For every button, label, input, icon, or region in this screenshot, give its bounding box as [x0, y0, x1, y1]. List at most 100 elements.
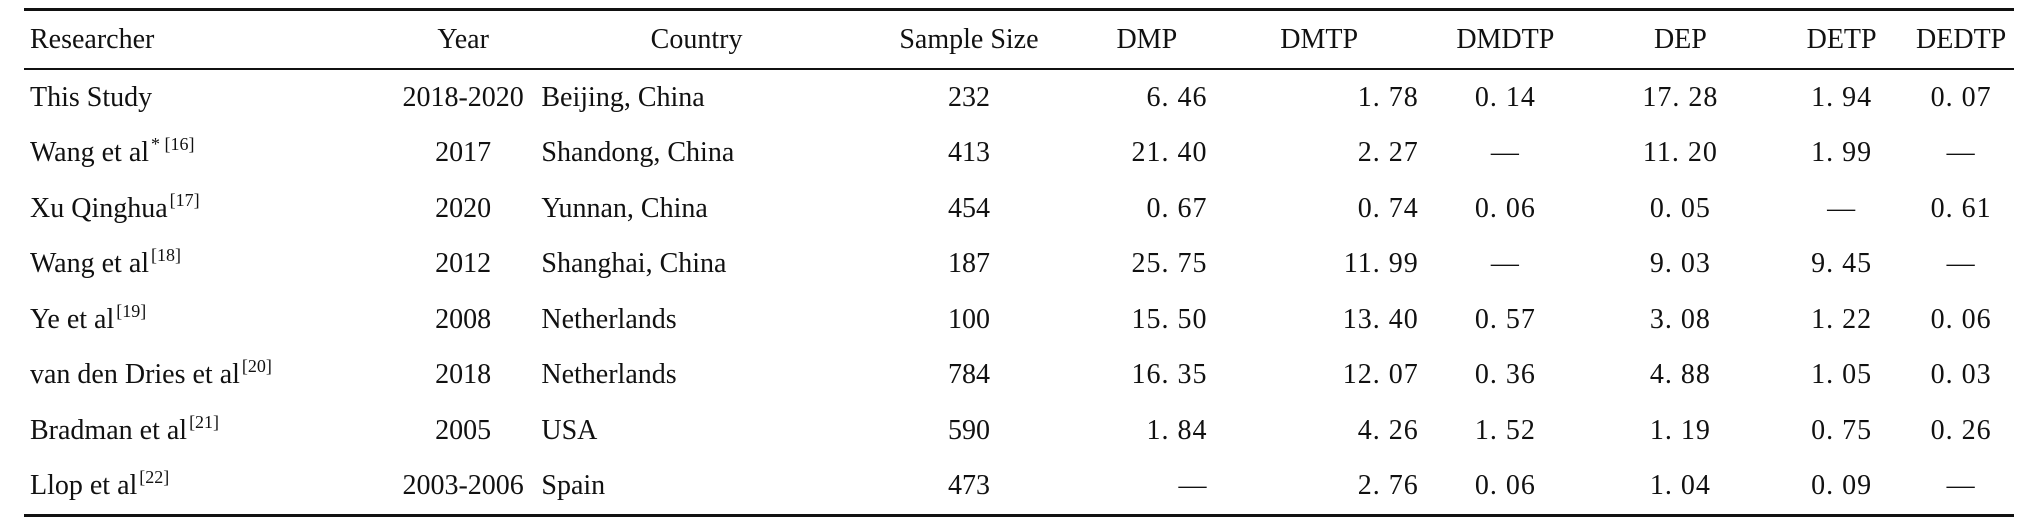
header-row: Researcher Year Country Sample Size DMP … [24, 9, 2014, 69]
cell-dmp: 21. 40 [1131, 137, 1208, 169]
header-detp: DETP [1806, 23, 1877, 55]
cell-dedtp: 0. 26 [1930, 414, 1992, 446]
cell-dedtp: — [1946, 248, 1976, 280]
cell-detp: 1. 22 [1811, 303, 1873, 335]
header-researcher: Researcher [30, 23, 155, 55]
researcher-name: Wang et al [30, 137, 150, 169]
cell-dmtp: 12. 07 [1342, 359, 1419, 391]
header-sample-size: Sample Size [899, 23, 1039, 55]
researcher-name: van den Dries et al [30, 359, 240, 391]
table-row: Ye et al [19] 2008 Netherlands 100 15. 50 13. … [24, 292, 2014, 348]
table-body: This Study 2018-2020 Beijing, China 232 6. 4… [24, 69, 2014, 516]
cell-sample-size: 473 [947, 470, 990, 502]
reference-marker: [17] [169, 189, 200, 210]
cell-detp: 9. 45 [1811, 248, 1873, 280]
reference-marker: [18] [151, 245, 182, 266]
cell-sample-size: 232 [947, 81, 990, 113]
cell-dep: 1. 04 [1649, 470, 1711, 502]
header-dmdtp: DMDTP [1456, 23, 1555, 55]
cell-sample-size: 100 [947, 303, 990, 335]
cell-country: Netherlands [541, 359, 677, 391]
cell-sample-size: 784 [947, 359, 990, 391]
table-row: Bradman et al [21] 2005 USA 590 1. 84 4. 26 1. … [24, 403, 2014, 459]
cell-dedtp: 0. 61 [1930, 192, 1992, 224]
cell-dmtp: 0. 74 [1357, 192, 1419, 224]
cell-dmdtp: 0. 06 [1474, 192, 1536, 224]
cell-dedtp: — [1946, 470, 1976, 502]
header-dmtp: DMTP [1280, 23, 1359, 55]
cell-dmp: 0. 67 [1146, 192, 1208, 224]
reference-marker: [21] [189, 411, 220, 432]
cell-researcher: Llop et al [22] [24, 459, 391, 516]
cell-year: 2012 [435, 248, 492, 280]
cell-dep: 9. 03 [1649, 248, 1711, 280]
cell-detp: 1. 99 [1811, 137, 1873, 169]
table-row: Llop et al [22] 2003-2006 Spain 473 — 2. 76 0. … [24, 459, 2014, 516]
cell-dmtp: 4. 26 [1357, 414, 1419, 446]
header-dep: DEP [1653, 23, 1707, 55]
cell-detp: — [1827, 192, 1857, 224]
cell-dmp: 15. 50 [1131, 303, 1208, 335]
cell-sample-size: 590 [947, 414, 990, 446]
cell-year: 2005 [435, 414, 492, 446]
cell-researcher: Wang et al * [16] [24, 126, 391, 182]
cell-dmdtp: 0. 57 [1474, 303, 1536, 335]
cell-dedtp: — [1946, 137, 1976, 169]
cell-dmtp: 2. 27 [1357, 137, 1419, 169]
cell-dmdtp: 0. 36 [1474, 359, 1536, 391]
cell-dmp: 25. 75 [1131, 248, 1208, 280]
header-dedtp: DEDTP [1916, 23, 2007, 55]
cell-country: Beijing, China [541, 81, 705, 113]
cell-dep: 0. 05 [1649, 192, 1711, 224]
researcher-name: Bradman et al [30, 414, 188, 446]
cell-dmdtp: 0. 14 [1474, 81, 1536, 113]
data-table: Researcher Year Country Sample Size DMP … [24, 8, 2014, 517]
reference-marker: [22] [139, 467, 170, 488]
researcher-name: Xu Qinghua [30, 192, 168, 224]
cell-dedtp: 0. 03 [1930, 359, 1992, 391]
cell-dmp: 6. 46 [1146, 81, 1208, 113]
cell-researcher: van den Dries et al [20] [24, 348, 391, 404]
cell-dep: 11. 20 [1642, 137, 1718, 169]
header-dmp: DMP [1116, 23, 1178, 55]
data-table-container: Researcher Year Country Sample Size DMP … [24, 8, 2014, 517]
cell-dmtp: 13. 40 [1342, 303, 1419, 335]
cell-dmp: — [1178, 470, 1208, 502]
cell-researcher: Xu Qinghua [17] [24, 181, 391, 237]
cell-dedtp: 0. 06 [1930, 303, 1992, 335]
cell-detp: 0. 75 [1811, 414, 1873, 446]
cell-detp: 0. 09 [1811, 470, 1873, 502]
cell-dmdtp: 1. 52 [1474, 414, 1536, 446]
cell-sample-size: 413 [947, 137, 990, 169]
cell-researcher: Ye et al [19] [24, 292, 391, 348]
cell-dep: 17. 28 [1642, 81, 1719, 113]
table-row: Wang et al [18] 2012 Shanghai, China 187 25. … [24, 237, 2014, 293]
cell-dmp: 1. 84 [1146, 414, 1208, 446]
reference-marker: [20] [241, 356, 272, 377]
cell-year: 2008 [435, 303, 492, 335]
cell-detp: 1. 05 [1811, 359, 1873, 391]
cell-researcher: This Study [24, 69, 391, 126]
table-row: This Study 2018-2020 Beijing, China 232 6. 4… [24, 69, 2014, 126]
table-row: Xu Qinghua [17] 2020 Yunnan, China 454 0. 67 0… [24, 181, 2014, 237]
cell-dep: 4. 88 [1649, 359, 1711, 391]
cell-dmp: 16. 35 [1131, 359, 1208, 391]
cell-dedtp: 0. 07 [1930, 81, 1992, 113]
cell-country: Shanghai, China [541, 248, 727, 280]
cell-year: 2003-2006 [402, 470, 524, 502]
cell-dep: 1. 19 [1649, 414, 1711, 446]
cell-year: 2018 [435, 359, 492, 391]
cell-country: Yunnan, China [541, 192, 708, 224]
cell-year: 2018-2020 [402, 81, 524, 113]
reference-marker: * [16] [151, 134, 195, 155]
cell-year: 2020 [435, 192, 492, 224]
researcher-name: Wang et al [30, 248, 150, 280]
cell-country: Shandong, China [541, 137, 735, 169]
cell-dmdtp: — [1490, 137, 1520, 169]
cell-sample-size: 187 [947, 248, 990, 280]
cell-dmtp: 11. 99 [1343, 248, 1419, 280]
researcher-name: Ye et al [30, 303, 115, 335]
header-year: Year [437, 23, 489, 55]
table-row: van den Dries et al [20] 2018 Netherlands 78… [24, 348, 2014, 404]
table-row: Wang et al * [16] 2017 Shandong, China 413 21… [24, 126, 2014, 182]
